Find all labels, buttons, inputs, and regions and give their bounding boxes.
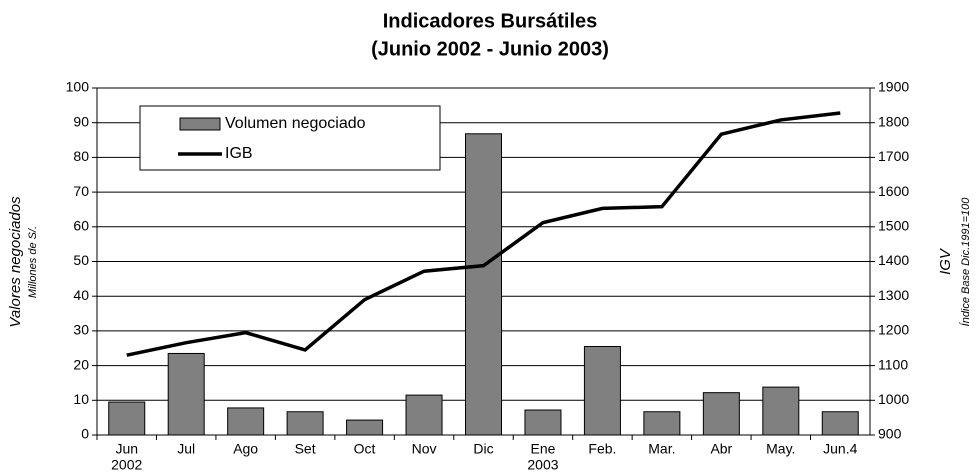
y-tick-label: 40 (73, 287, 89, 303)
bar (465, 133, 502, 436)
y-axis-label: Valores negociados (7, 196, 24, 328)
x-tick-label: Jul (177, 441, 195, 457)
bar (167, 352, 205, 436)
y2-tick-label: 1900 (878, 79, 909, 95)
y2-tick-label: 1100 (878, 356, 908, 372)
bar (643, 411, 681, 436)
x-tick-label: May. (766, 441, 795, 457)
y2-tick-label: 1400 (878, 252, 909, 268)
x-tick-label: Abr (710, 441, 732, 457)
y2-axis-sublabel: Índice Base Dic.1991=100 (959, 197, 972, 327)
y-tick-label: 100 (66, 79, 90, 95)
bar (821, 411, 859, 436)
chart-subtitle: (Junio 2002 - Junio 2003) (371, 38, 609, 60)
bar (346, 419, 384, 436)
y-tick-label: 30 (73, 322, 89, 338)
y-tick-label: 50 (73, 252, 89, 268)
x-tick-label: Dic (473, 441, 493, 457)
y2-axis-label: IGV (937, 247, 954, 275)
y-axis-sublabel: Millones de S/. (27, 226, 39, 298)
x-tick-label: Oct (354, 441, 376, 457)
bar (405, 394, 443, 436)
bar (108, 401, 146, 436)
line (126, 111, 841, 357)
y-tick-label: 10 (73, 391, 89, 407)
legend-label: IGB (225, 145, 253, 162)
bar (583, 346, 621, 436)
x-tick-label: Jun.4 (823, 441, 857, 457)
y2-tick-label: 1600 (878, 183, 909, 199)
y-tick-label: 90 (73, 113, 89, 129)
y-tick-label: 0 (81, 426, 89, 442)
x-tick-label: Mar. (648, 441, 675, 457)
y2-tick-label: 900 (878, 426, 902, 442)
y-tick-label: 60 (73, 218, 89, 234)
bar (702, 392, 740, 436)
y2-tick-label: 1800 (878, 113, 909, 129)
y2-tick-label: 1300 (878, 287, 909, 303)
y-tick-label: 80 (73, 148, 89, 164)
chart-title: Indicadores Bursátiles (383, 10, 598, 32)
bar (227, 407, 265, 436)
x-tick-label: Ago (233, 441, 258, 457)
y-tick-label: 70 (73, 183, 89, 199)
x-tick-label: Jun (115, 441, 138, 457)
y2-tick-label: 1000 (878, 391, 909, 407)
y-tick-label: 20 (73, 356, 89, 372)
bar (524, 409, 562, 436)
legend-box (139, 105, 441, 171)
y2-tick-label: 1700 (878, 148, 909, 164)
x-tick-sublabel: 2002 (111, 457, 142, 473)
y2-tick-label: 1200 (878, 322, 909, 338)
x-tick-label: Set (295, 441, 316, 457)
x-tick-label: Ene (531, 441, 556, 457)
x-tick-label: Feb. (588, 441, 616, 457)
bar (286, 411, 324, 436)
bar (762, 386, 800, 436)
y2-tick-label: 1500 (878, 218, 909, 234)
legend-swatch (179, 117, 221, 131)
x-tick-sublabel: 2003 (527, 457, 558, 473)
legend-label: Volumen negociado (225, 115, 366, 132)
x-tick-label: Nov (412, 441, 437, 457)
